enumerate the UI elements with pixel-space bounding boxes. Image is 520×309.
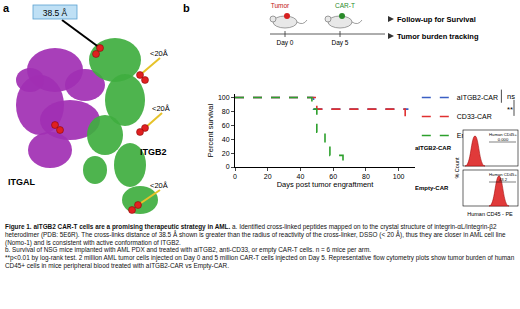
svg-text:Day 0: Day 0 [277, 39, 294, 47]
svg-text:ITGAL: ITGAL [8, 177, 35, 187]
svg-text:0: 0 [233, 173, 237, 180]
html-text:Figure 1. aITGB2 CAR-T cells a: Figure 1. aITGB2 CAR-T cells are a promi… [5, 223, 506, 246]
svg-text:<20Å: <20Å [150, 181, 168, 190]
html-text:b. Survival of NSG mice implan: b. Survival of NSG mice implanted with A… [5, 246, 371, 254]
svg-text:a: a [3, 2, 10, 14]
svg-text:Human CD45+: Human CD45+ [489, 132, 517, 137]
svg-text:Percent survival: Percent survival [206, 103, 215, 157]
svg-text:40: 40 [297, 173, 305, 180]
svg-text:Tumor: Tumor [271, 2, 290, 9]
svg-text:CD33-CAR: CD33-CAR [457, 113, 492, 120]
svg-text:Days post tumor engraftment: Days post tumor engraftment [277, 180, 375, 189]
svg-text:**: ** [507, 105, 513, 114]
svg-text:<20Å: <20Å [152, 104, 170, 113]
svg-text:43.2: 43.2 [499, 177, 508, 182]
svg-text:100: 100 [218, 94, 230, 101]
svg-text:20: 20 [264, 173, 272, 180]
svg-text:ns: ns [507, 92, 515, 101]
svg-text:ITGB2: ITGB2 [140, 147, 167, 157]
svg-text:80: 80 [362, 173, 370, 180]
svg-text:0.000: 0.000 [498, 137, 509, 142]
svg-text:CAR-T: CAR-T [335, 2, 355, 9]
svg-text:aITGB2-CAR: aITGB2-CAR [457, 94, 498, 101]
svg-text:Human CD45 - PE: Human CD45 - PE [467, 211, 513, 217]
svg-text:60: 60 [329, 173, 337, 180]
svg-text:38.5 Å: 38.5 Å [43, 8, 68, 18]
svg-text:% Count: % Count [454, 157, 460, 179]
html-text:**p<0.01 by log-rank test. 2 m: **p<0.01 by log-rank test. 2 million AML… [5, 254, 515, 270]
svg-text:40: 40 [222, 136, 230, 143]
svg-text:Follow-up for Survival: Follow-up for Survival [397, 15, 476, 24]
svg-text:100: 100 [393, 173, 405, 180]
svg-text:aITGB2-CAR: aITGB2-CAR [415, 145, 452, 151]
svg-text:Empty-CAR: Empty-CAR [415, 185, 449, 191]
svg-text:20: 20 [222, 150, 230, 157]
svg-text:60: 60 [222, 122, 230, 129]
svg-text:Tumor burden tracking: Tumor burden tracking [397, 32, 479, 41]
svg-text:<20Å: <20Å [150, 49, 168, 58]
svg-text:Day 5: Day 5 [332, 39, 349, 47]
svg-text:Human CD45+: Human CD45+ [489, 172, 517, 177]
svg-text:0: 0 [226, 163, 230, 170]
svg-text:b: b [183, 2, 190, 14]
svg-text:80: 80 [222, 108, 230, 115]
